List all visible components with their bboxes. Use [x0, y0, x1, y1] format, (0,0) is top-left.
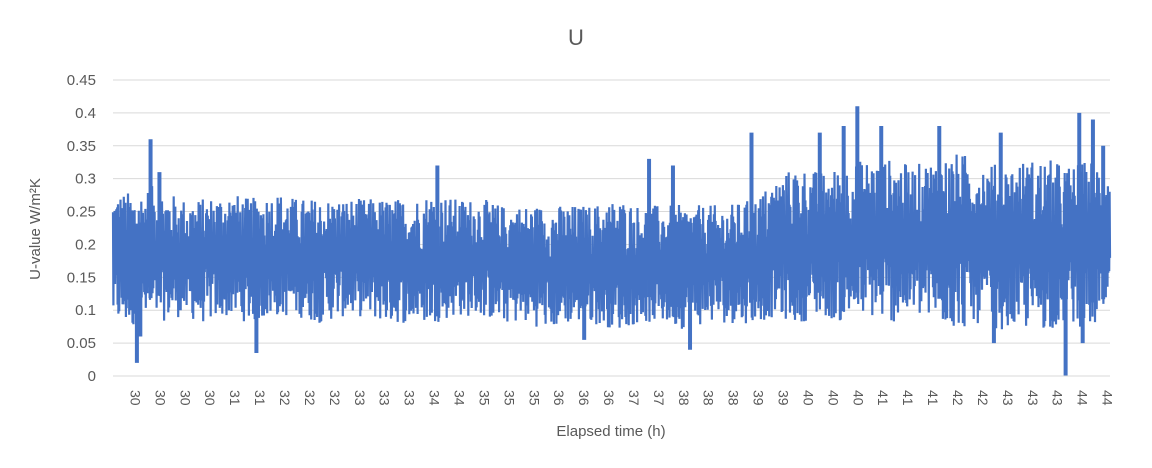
x-tick-label: 39: [751, 390, 767, 406]
x-tick-label: 34: [427, 390, 443, 406]
x-tick-label: 41: [900, 390, 916, 406]
y-tick-label: 0.4: [75, 105, 96, 122]
x-tick-label: 34: [452, 390, 468, 406]
x-tick-label: 44: [1100, 390, 1116, 406]
x-tick-label: 33: [402, 390, 418, 406]
x-tick-label: 36: [551, 390, 567, 406]
x-tick-label: 42: [975, 390, 991, 406]
x-tick-label: 31: [227, 390, 243, 406]
x-tick-label: 31: [252, 390, 268, 406]
x-tick-label: 40: [825, 390, 841, 406]
x-tick-label: 32: [302, 390, 318, 406]
x-tick-label: 30: [152, 390, 168, 406]
series-u: [111, 106, 1112, 376]
x-tick-label: 32: [327, 390, 343, 406]
x-axis-ticks: 30 30 30 30 31 31 32 32 32 33 33 33 34 34 35 35 35 36 36 36…: [128, 390, 1116, 406]
y-tick-label: 0.1: [75, 302, 96, 319]
x-tick-label: 38: [701, 390, 717, 406]
y-tick-label: 0.3: [75, 171, 96, 188]
x-tick-label: 30: [202, 390, 218, 406]
x-tick-label: 37: [626, 390, 642, 406]
x-tick-label: 41: [925, 390, 941, 406]
x-tick-label: 36: [601, 390, 617, 406]
x-tick-label: 30: [128, 390, 144, 406]
x-tick-label: 43: [1000, 390, 1016, 406]
x-tick-label: 39: [776, 390, 792, 406]
x-tick-label: 44: [1075, 390, 1091, 406]
chart-title: U: [568, 25, 584, 50]
y-tick-label: 0.2: [75, 236, 96, 253]
y-axis-ticks: 0 0.05 0.1 0.15 0.2 0.25 0.3 0.35 0.4 0.45: [67, 72, 96, 385]
y-tick-label: 0.35: [67, 138, 96, 155]
y-tick-label: 0: [88, 368, 96, 385]
x-tick-label: 33: [352, 390, 368, 406]
x-axis-label: Elapsed time (h): [556, 423, 665, 440]
x-tick-label: 42: [950, 390, 966, 406]
x-tick-label: 40: [800, 390, 816, 406]
x-tick-label: 43: [1050, 390, 1066, 406]
y-tick-label: 0.45: [67, 72, 96, 89]
x-tick-label: 43: [1025, 390, 1041, 406]
y-tick-label: 0.15: [67, 269, 96, 286]
x-tick-label: 38: [726, 390, 742, 406]
x-tick-label: 41: [875, 390, 891, 406]
x-tick-label: 35: [526, 390, 542, 406]
y-tick-label: 0.25: [67, 204, 96, 221]
x-tick-label: 35: [501, 390, 517, 406]
y-tick-label: 0.05: [67, 335, 96, 352]
x-tick-label: 37: [651, 390, 667, 406]
x-tick-label: 33: [377, 390, 393, 406]
y-axis-label: U-value W/m²K: [27, 178, 44, 280]
series-line: [111, 154, 1112, 330]
x-tick-label: 38: [676, 390, 692, 406]
x-tick-label: 40: [850, 390, 866, 406]
x-tick-label: 32: [277, 390, 293, 406]
x-tick-label: 36: [576, 390, 592, 406]
x-tick-label: 35: [476, 390, 492, 406]
x-tick-label: 30: [177, 390, 193, 406]
